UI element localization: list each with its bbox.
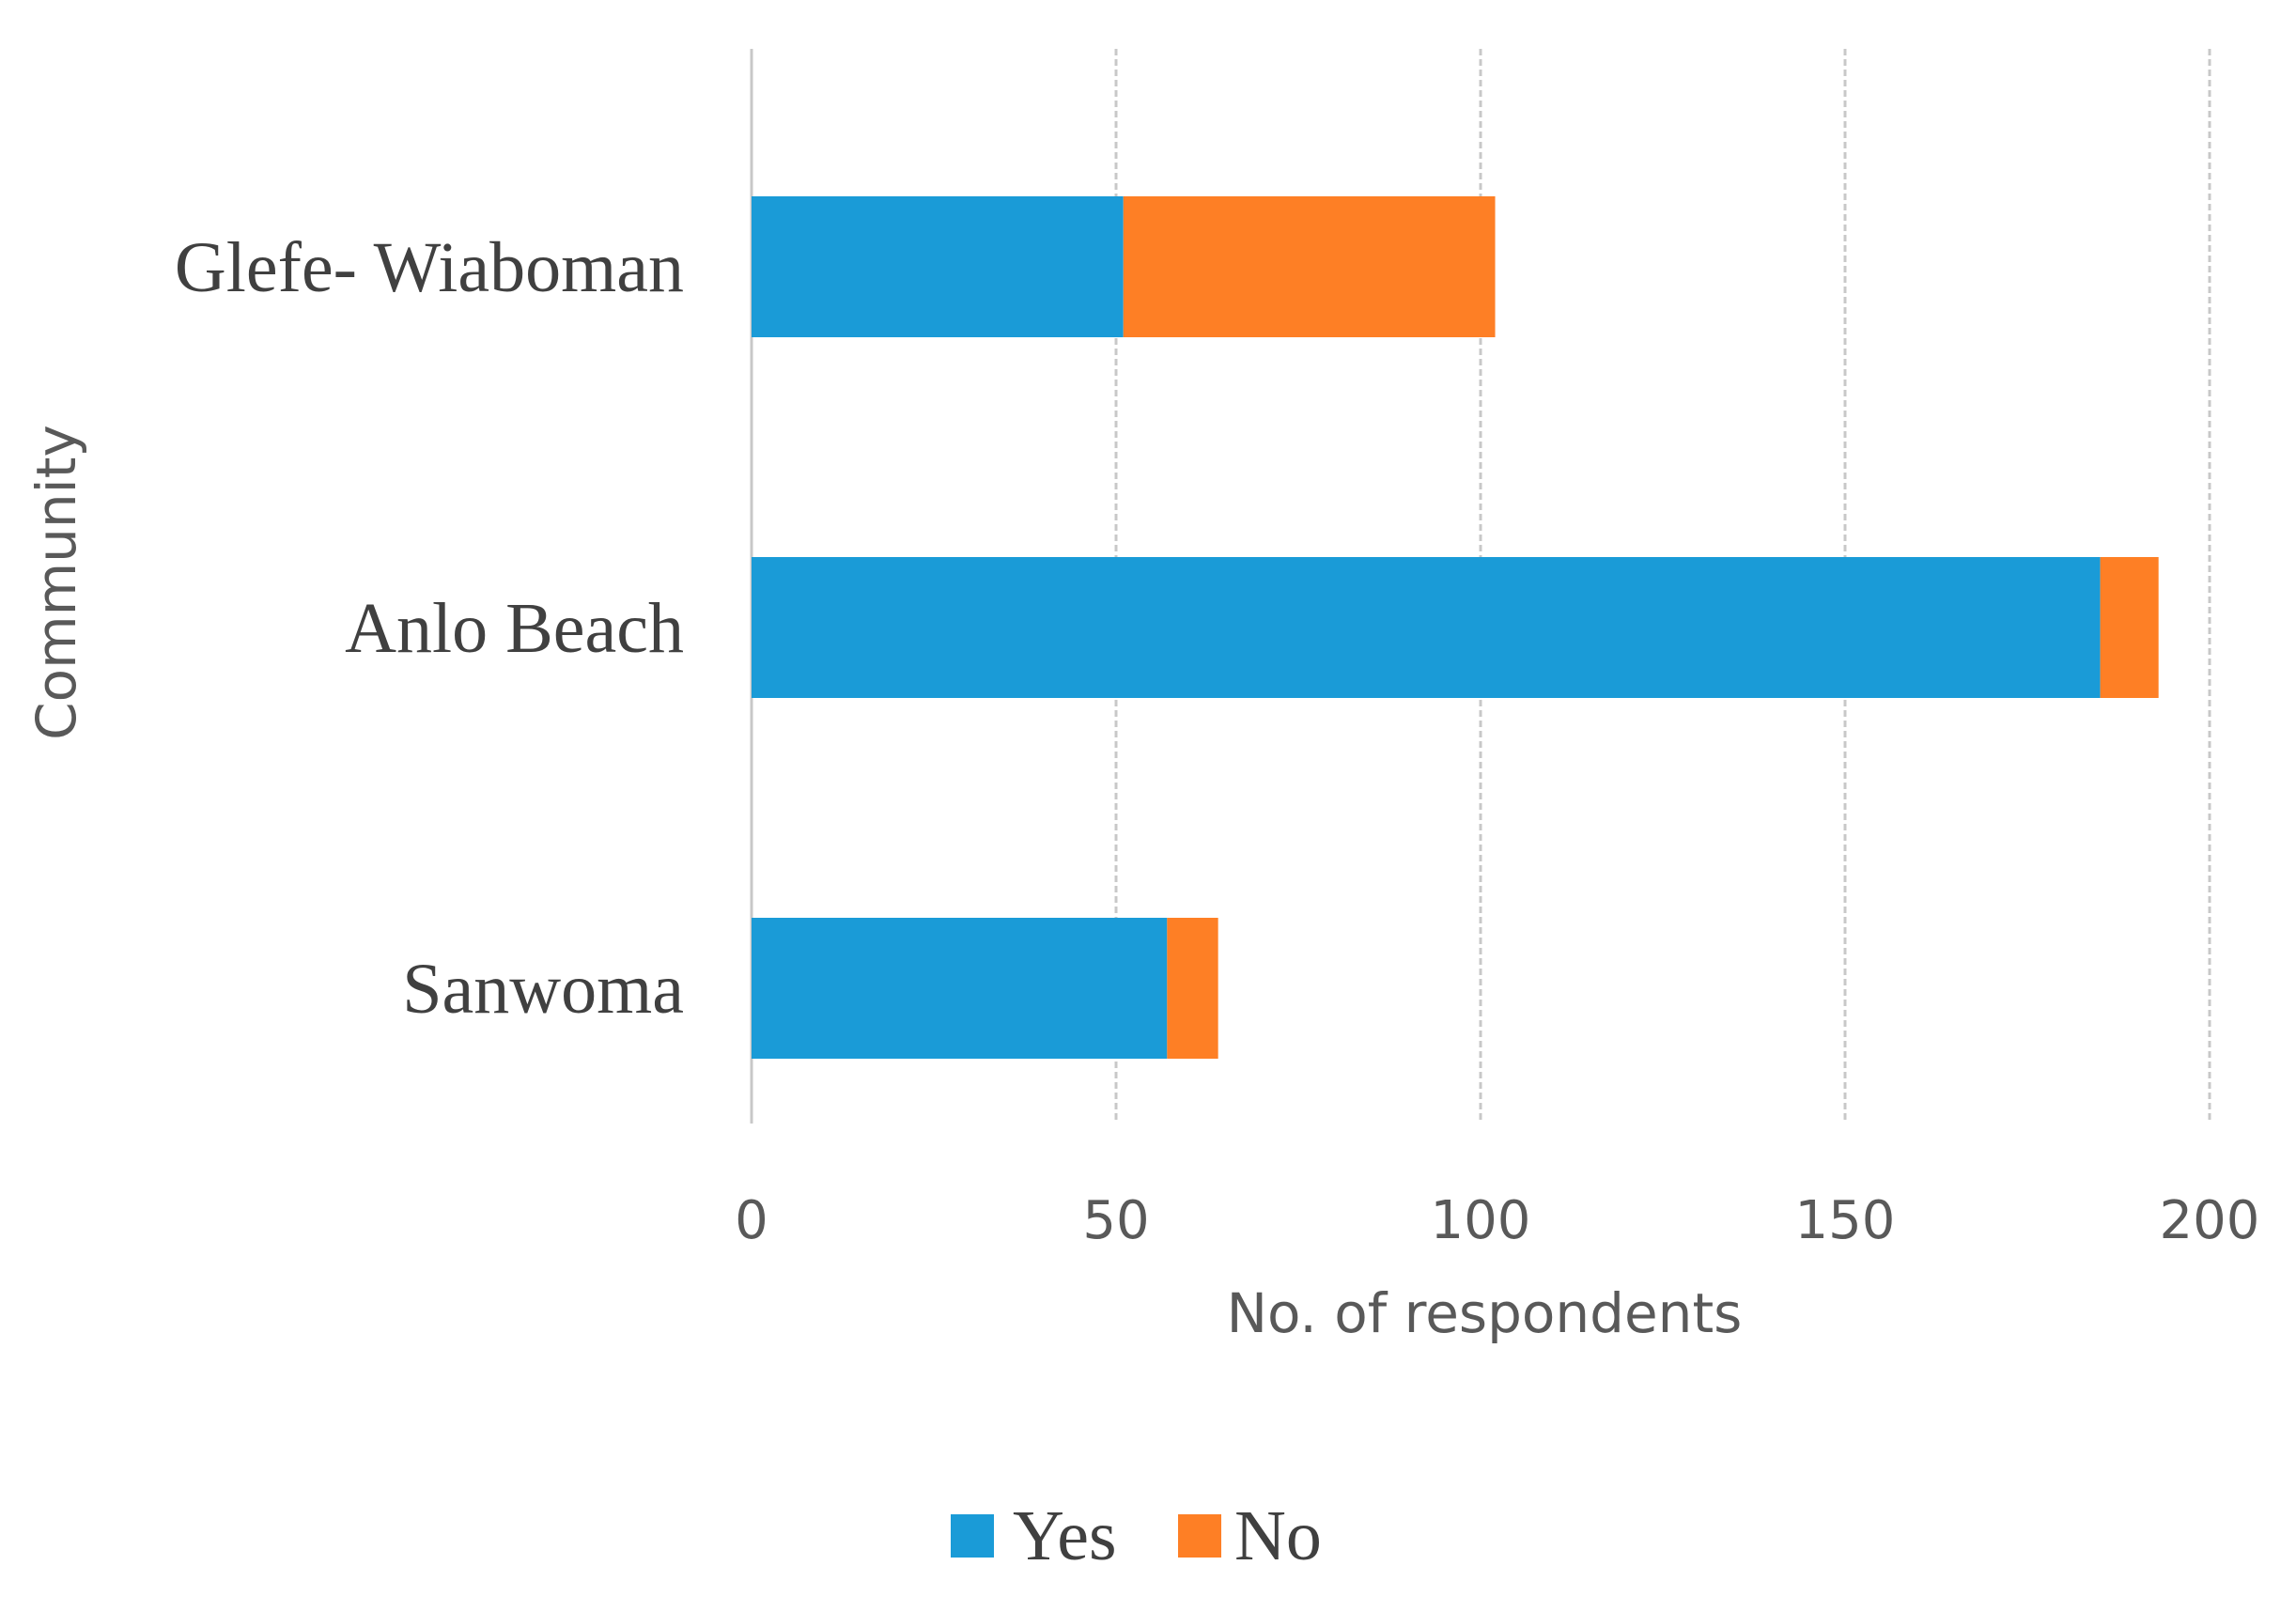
x-tick-label-50: 50: [1082, 1190, 1149, 1251]
y-axis-title: Community: [24, 425, 88, 740]
bar-glefe-wiaboman-no: [1123, 196, 1496, 337]
bars: [752, 196, 2159, 1059]
bar-sanwoma-yes: [752, 918, 1168, 1059]
bar-glefe-wiaboman-yes: [752, 196, 1124, 337]
category-label-sanwoma: Sanwoma: [402, 950, 684, 1029]
x-tick-label-100: 100: [1431, 1190, 1531, 1251]
x-tick-labels: 0 50 100 150 200: [735, 1190, 2259, 1251]
x-tick-label-150: 150: [1795, 1190, 1896, 1251]
x-tick-label-0: 0: [735, 1190, 768, 1251]
category-labels: Glefe- Wiaboman Anlo Beach Sanwoma: [175, 228, 684, 1029]
legend-label-no: No: [1234, 1496, 1322, 1575]
x-tick-label-200: 200: [2160, 1190, 2260, 1251]
category-label-glefe-wiaboman: Glefe- Wiaboman: [175, 228, 684, 307]
category-label-anlo-beach: Anlo Beach: [345, 589, 684, 668]
bar-anlo-beach-yes: [752, 557, 2101, 698]
legend-swatch-no: [1178, 1514, 1221, 1558]
x-axis-title: No. of respondents: [1227, 1281, 1743, 1345]
bar-anlo-beach-no: [2100, 557, 2159, 698]
legend-label-yes: Yes: [1013, 1496, 1117, 1575]
legend: Yes No: [951, 1496, 1322, 1575]
bar-sanwoma-no: [1167, 918, 1218, 1059]
legend-swatch-yes: [951, 1514, 994, 1558]
